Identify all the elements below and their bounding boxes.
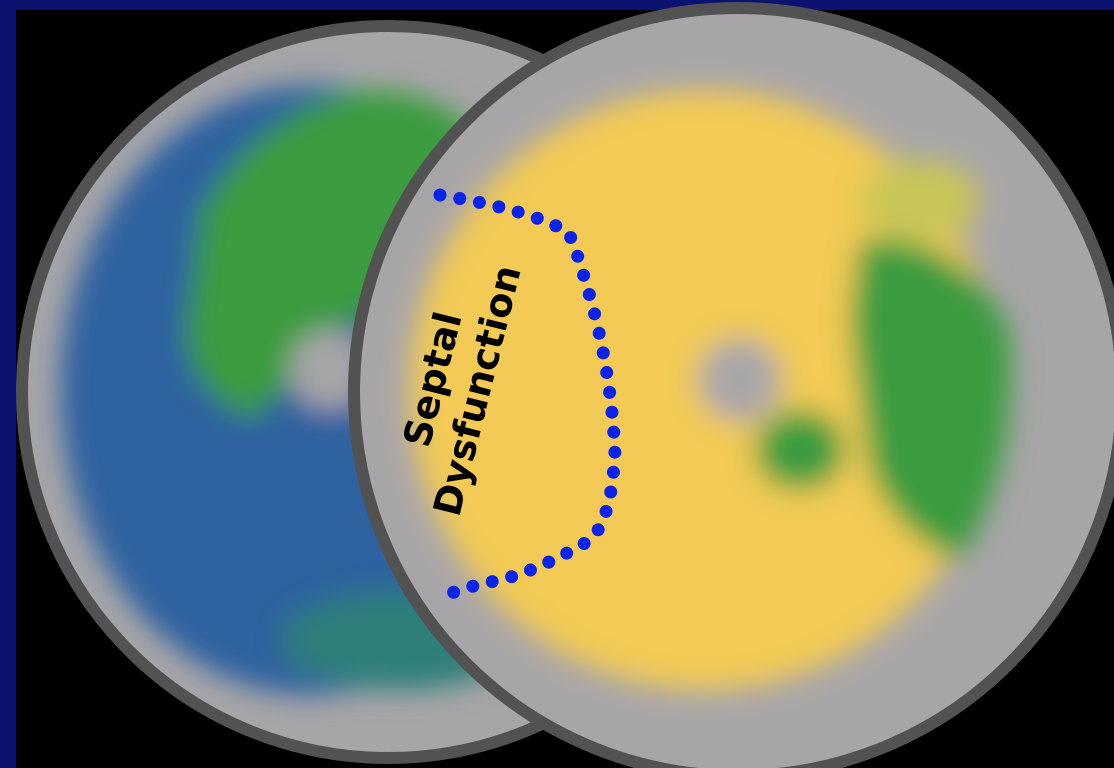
right-polar-map [348, 2, 1114, 768]
septal-boundary [433, 188, 622, 605]
